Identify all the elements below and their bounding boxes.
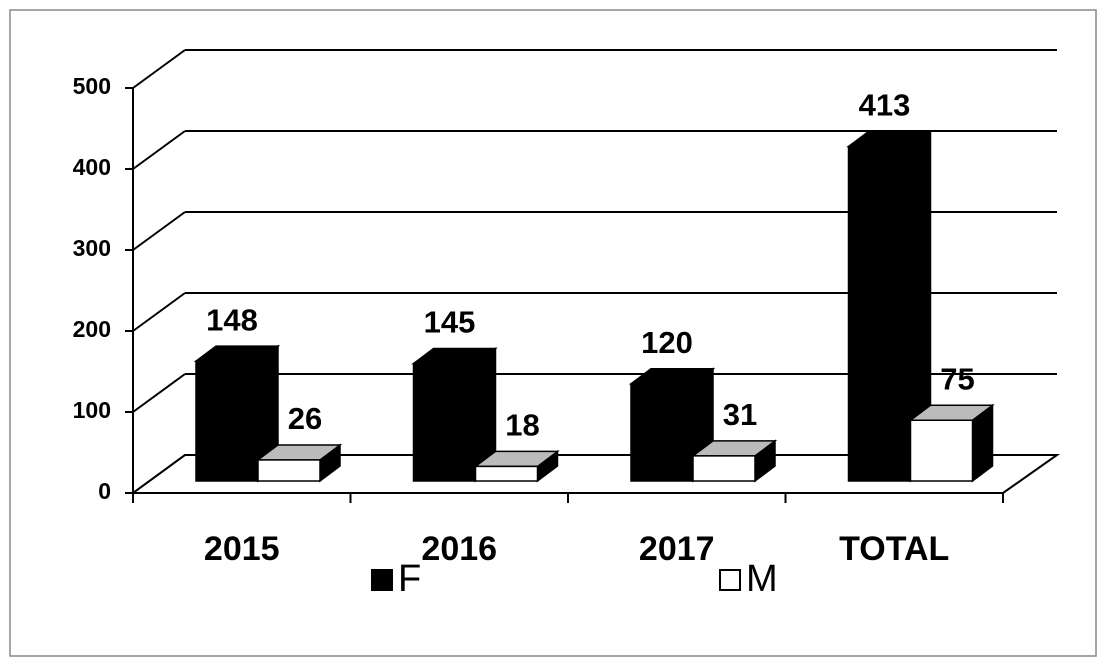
x-tick-label: TOTAL	[839, 530, 949, 568]
bar	[692, 455, 756, 482]
bar	[412, 362, 477, 482]
legend-label: M	[746, 558, 778, 600]
grid-line	[132, 49, 186, 89]
bar	[195, 360, 259, 482]
grid-line	[132, 454, 186, 494]
data-label: 31	[723, 397, 757, 432]
grid-line	[132, 130, 186, 170]
data-label: 75	[940, 361, 974, 396]
x-tick-label: 2017	[639, 530, 715, 568]
data-label: 413	[859, 88, 911, 123]
y-tick-label: 100	[73, 397, 111, 423]
data-label: 145	[424, 305, 476, 340]
data-label: 120	[641, 325, 693, 360]
y-tick-label: 400	[73, 154, 111, 180]
bar	[474, 465, 539, 482]
data-label: 18	[505, 408, 539, 443]
bar	[847, 145, 912, 482]
data-label: 148	[206, 302, 258, 337]
bar	[909, 419, 974, 482]
grid-line	[132, 373, 186, 413]
y-tick-label: 500	[73, 73, 111, 99]
legend-label: F	[398, 558, 421, 600]
x-tick-label: 2016	[421, 530, 497, 568]
bar	[257, 459, 321, 482]
grid-line	[132, 292, 186, 332]
data-label: 26	[288, 401, 322, 436]
y-tick-label: 200	[73, 316, 111, 342]
y-tick-label: 300	[73, 235, 111, 261]
y-tick-label: 0	[98, 478, 111, 504]
grid-line	[132, 211, 186, 251]
legend-swatch	[719, 569, 741, 591]
legend-swatch	[371, 569, 393, 591]
x-tick-label: 2015	[204, 530, 280, 568]
bar	[630, 383, 694, 482]
